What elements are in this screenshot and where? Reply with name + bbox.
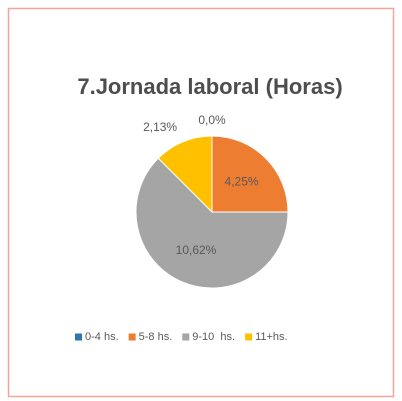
- legend-swatch: [128, 333, 136, 341]
- legend-label: 0-4 hs.: [85, 331, 119, 343]
- data-label: 10,62%: [176, 243, 217, 257]
- pie-slice: [135, 157, 289, 289]
- legend-swatch: [182, 333, 190, 341]
- legend-label: 5-8 hs.: [139, 331, 173, 343]
- chart-title: 7.Jornada laboral (Horas): [77, 74, 342, 99]
- legend-label: 11+hs.: [255, 331, 288, 343]
- legend-swatch: [75, 333, 82, 341]
- pie-slice: [211, 135, 289, 213]
- legend-label: 9-10 hs.: [192, 331, 235, 343]
- data-label: 2,13%: [143, 120, 177, 134]
- data-label: 4,25%: [225, 175, 259, 189]
- pie-slice: [157, 135, 213, 214]
- data-label: 0,0%: [198, 113, 226, 127]
- legend-swatch: [245, 333, 253, 341]
